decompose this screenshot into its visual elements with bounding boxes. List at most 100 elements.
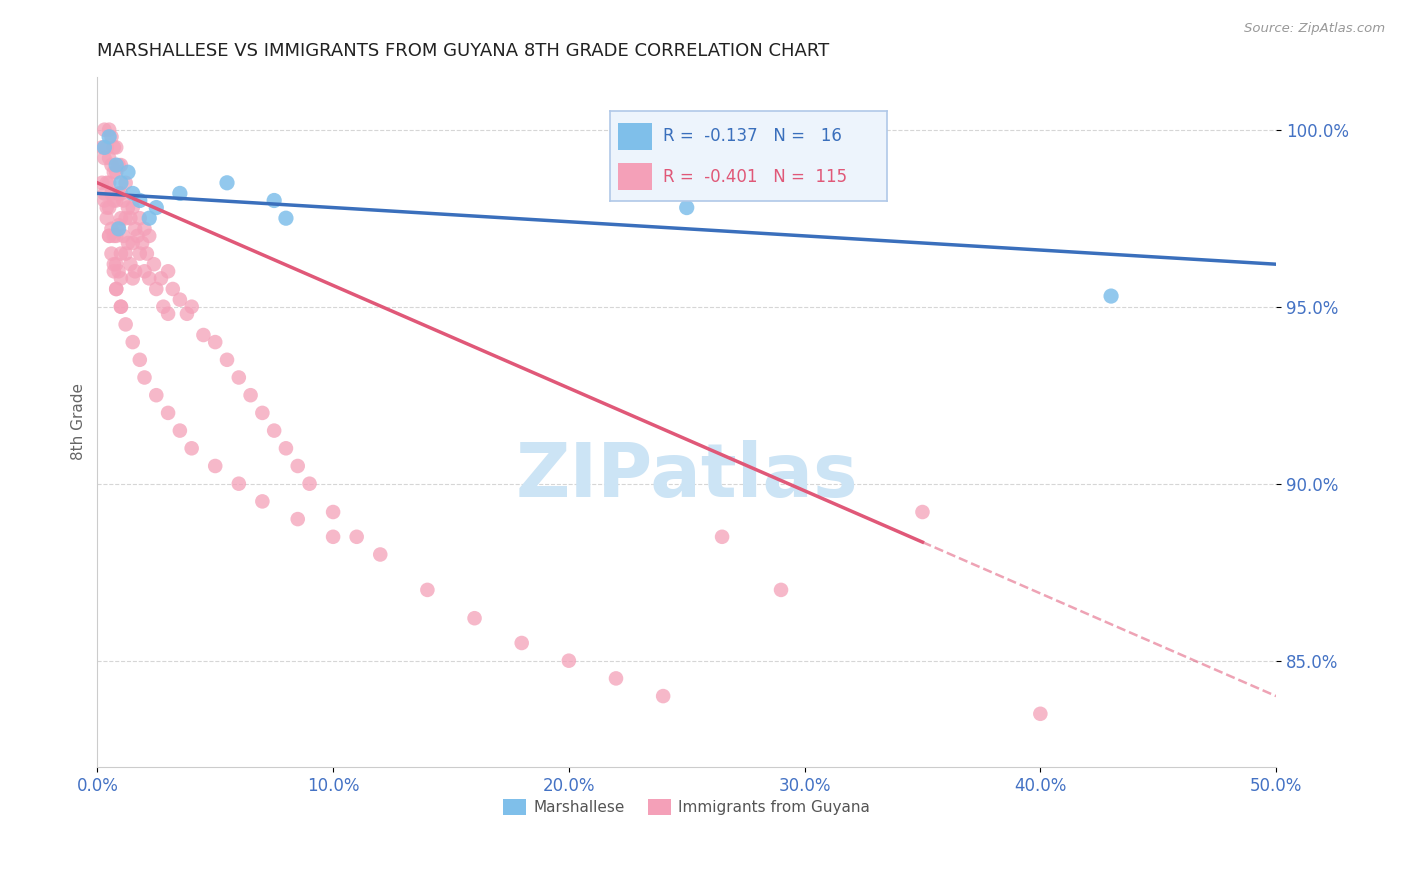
Point	[93, 122, 115, 136]
Point	[105, 140, 128, 154]
Point	[114, 246, 136, 260]
Point	[100, 222, 122, 236]
Point	[287, 512, 309, 526]
Point	[510, 636, 533, 650]
Point	[110, 176, 132, 190]
Point	[134, 222, 156, 236]
Point	[263, 424, 285, 438]
Point	[346, 530, 368, 544]
Point	[204, 335, 226, 350]
Point	[114, 318, 136, 332]
Point	[263, 194, 285, 208]
Point	[98, 176, 121, 190]
Point	[322, 505, 344, 519]
Point	[100, 246, 122, 260]
Point	[298, 476, 321, 491]
Point	[322, 530, 344, 544]
Point	[100, 158, 122, 172]
Point	[103, 140, 125, 154]
Point	[180, 442, 202, 456]
Point	[128, 211, 150, 226]
Point	[464, 611, 486, 625]
Point	[911, 505, 934, 519]
Point	[110, 246, 132, 260]
Legend: Marshallese, Immigrants from Guyana: Marshallese, Immigrants from Guyana	[496, 793, 876, 822]
Point	[145, 201, 167, 215]
Point	[105, 257, 128, 271]
Point	[145, 388, 167, 402]
Point	[134, 370, 156, 384]
Point	[105, 165, 128, 179]
Point	[105, 282, 128, 296]
Point	[93, 140, 115, 154]
Point	[675, 201, 697, 215]
Point	[228, 370, 250, 384]
Point	[274, 442, 297, 456]
Point	[117, 201, 139, 215]
Point	[558, 654, 581, 668]
Point	[112, 194, 135, 208]
Point	[131, 235, 153, 250]
Point	[98, 129, 121, 144]
Point	[100, 186, 122, 201]
Point	[107, 186, 129, 201]
Point	[157, 406, 180, 420]
Point	[114, 176, 136, 190]
Point	[110, 211, 132, 226]
Point	[110, 300, 132, 314]
Point	[96, 201, 118, 215]
Point	[124, 222, 146, 236]
Point	[162, 282, 184, 296]
Point	[96, 176, 118, 190]
Point	[98, 228, 121, 243]
Point	[110, 271, 132, 285]
Point	[180, 300, 202, 314]
Text: Source: ZipAtlas.com: Source: ZipAtlas.com	[1244, 22, 1385, 36]
Point	[138, 228, 160, 243]
Point	[287, 458, 309, 473]
Point	[769, 582, 792, 597]
Point	[138, 211, 160, 226]
Point	[215, 176, 238, 190]
Point	[103, 228, 125, 243]
Point	[128, 194, 150, 208]
Point	[112, 228, 135, 243]
Point	[105, 282, 128, 296]
Point	[121, 271, 143, 285]
Y-axis label: 8th Grade: 8th Grade	[72, 384, 86, 460]
Point	[274, 211, 297, 226]
Point	[110, 300, 132, 314]
Point	[91, 176, 114, 190]
Point	[96, 211, 118, 226]
Point	[157, 307, 180, 321]
Point	[193, 328, 215, 343]
Point	[103, 194, 125, 208]
Point	[368, 548, 391, 562]
Point	[134, 264, 156, 278]
Point	[1099, 289, 1122, 303]
Point	[114, 211, 136, 226]
Point	[121, 201, 143, 215]
Point	[711, 530, 734, 544]
Point	[96, 140, 118, 154]
Point	[110, 186, 132, 201]
Point	[91, 140, 114, 154]
Point	[98, 122, 121, 136]
Point	[103, 264, 125, 278]
Point	[105, 228, 128, 243]
Point	[127, 228, 149, 243]
Point	[169, 186, 191, 201]
Point	[107, 222, 129, 236]
Point	[169, 293, 191, 307]
Point	[152, 300, 174, 314]
Point	[105, 158, 128, 172]
Point	[98, 201, 121, 215]
Point	[605, 672, 627, 686]
Point	[176, 307, 198, 321]
Text: ZIPatlas: ZIPatlas	[516, 441, 858, 514]
Point	[117, 235, 139, 250]
Point	[110, 158, 132, 172]
Point	[107, 264, 129, 278]
Point	[138, 271, 160, 285]
Point	[145, 282, 167, 296]
